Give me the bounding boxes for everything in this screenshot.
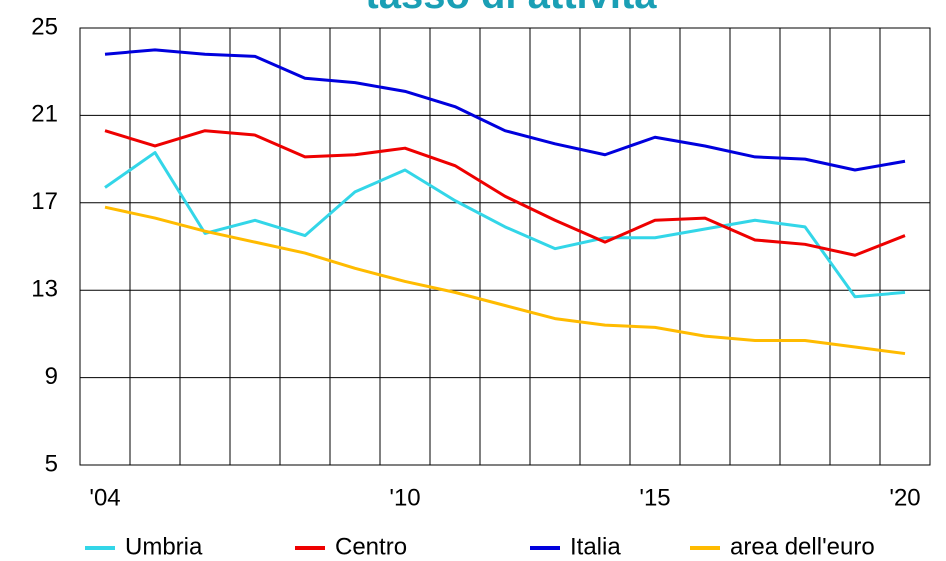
chart-title: tasso di attività bbox=[365, 0, 657, 17]
y-tick-label: 21 bbox=[31, 101, 58, 128]
y-tick-label: 25 bbox=[31, 13, 58, 40]
x-tick-label: '10 bbox=[389, 484, 420, 511]
y-tick-label: 5 bbox=[45, 450, 58, 477]
series-line bbox=[104, 205, 906, 356]
legend-label: Umbria bbox=[125, 533, 203, 560]
plot-frame bbox=[79, 27, 931, 466]
legend-label: area dell'euro bbox=[730, 533, 875, 560]
x-tick-label: '04 bbox=[89, 484, 120, 511]
series-line bbox=[104, 48, 906, 172]
x-tick-label: '20 bbox=[889, 484, 920, 511]
series-line bbox=[104, 151, 906, 299]
x-tick-label: '15 bbox=[639, 484, 670, 511]
y-tick-label: 17 bbox=[31, 188, 58, 215]
series-line bbox=[104, 129, 906, 257]
y-tick-label: 13 bbox=[31, 276, 58, 303]
legend-label: Centro bbox=[335, 533, 407, 560]
legend-label: Italia bbox=[570, 533, 621, 560]
y-tick-label: 9 bbox=[45, 363, 58, 390]
